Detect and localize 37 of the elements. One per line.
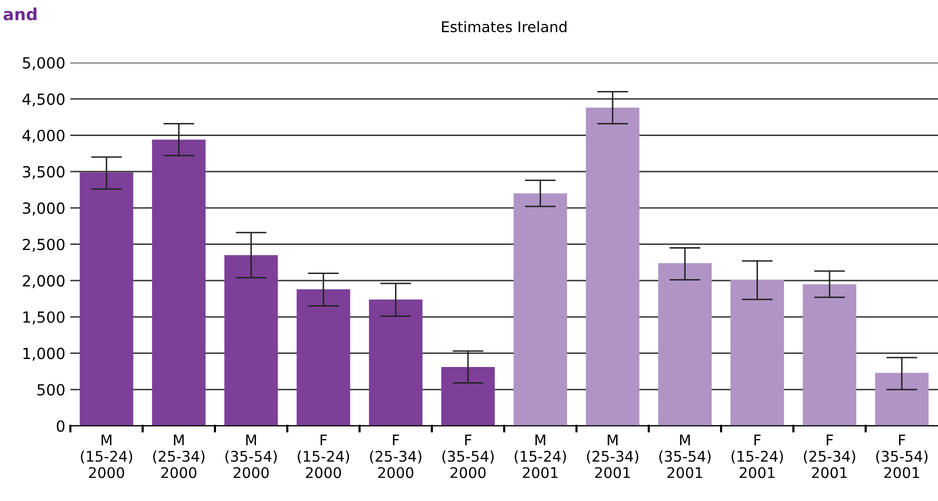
y-tick-label: 4,000: [22, 130, 64, 143]
bar: [368, 299, 422, 426]
x-tick-label: F (15-24) 2001: [732, 434, 783, 478]
y-tick-label: 2,500: [22, 238, 64, 252]
bar: [586, 108, 640, 426]
x-tick-label: F (25-34) 2000: [370, 434, 422, 478]
bar: [441, 367, 495, 426]
y-tick-label: 3,000: [22, 202, 64, 216]
bar: [224, 255, 278, 426]
x-tick-label: F (15-24) 2000: [298, 434, 350, 478]
chart-title: Estimates Ireland: [442, 20, 566, 32]
y-tick-label: 3,500: [22, 166, 64, 180]
bar: [152, 140, 206, 426]
x-tick-label: F (35-54) 2001: [876, 434, 928, 478]
text: and: [4, 8, 36, 20]
bar: [296, 289, 350, 426]
y-tick-label: 4,500: [22, 93, 64, 107]
bar: [730, 280, 784, 426]
y-tick-label: 2,000: [22, 275, 64, 288]
y-tick-label: 500: [38, 384, 64, 396]
x-tick-label: M (25-34) 2001: [587, 434, 638, 478]
x-tick-label: M (35-54) 2001: [659, 434, 711, 478]
bar: [802, 284, 856, 426]
x-tick-label: F (25-34) 2001: [804, 434, 856, 478]
x-tick-label: M (15-24) 2000: [80, 434, 132, 478]
y-tick-label: 1,000: [23, 348, 64, 361]
y-tick-label: 5,000: [22, 57, 64, 70]
x-tick-label: M (15-24) 2001: [514, 434, 566, 478]
bar: [875, 372, 929, 426]
x-tick-label: M (35-54) 2000: [225, 434, 277, 478]
bar: [658, 263, 712, 426]
x-tick-label: M (25-34) 2000: [153, 434, 204, 478]
bar: [80, 172, 134, 426]
y-tick-label: 1,500: [23, 311, 64, 324]
x-tick-label: F (35-54) 2000: [442, 434, 494, 478]
y-tick-label: 0: [56, 420, 64, 432]
bar: [514, 193, 568, 426]
